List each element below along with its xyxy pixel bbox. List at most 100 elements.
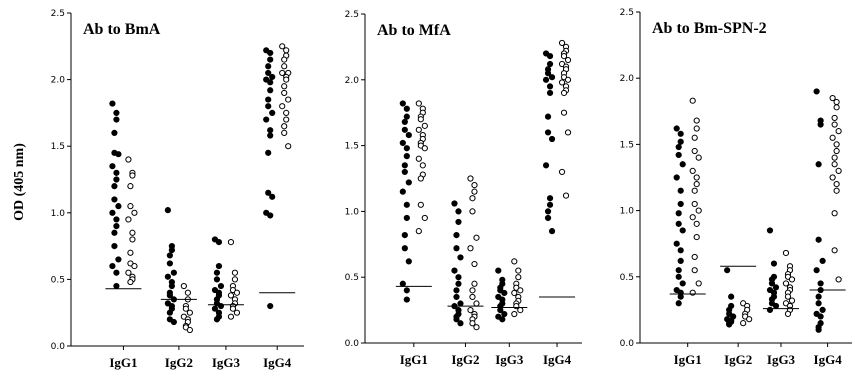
data-point-filled — [267, 127, 274, 134]
data-point-open — [473, 300, 480, 307]
data-point-filled — [403, 145, 410, 152]
data-point-open — [125, 269, 132, 276]
data-point-filled — [501, 310, 508, 318]
data-point-filled — [265, 149, 272, 156]
x-tick-label: IgG4 — [814, 352, 843, 367]
data-point-open — [833, 187, 840, 194]
data-point-filled — [403, 153, 410, 160]
data-point-open — [279, 69, 286, 77]
data-point-open — [469, 320, 476, 327]
data-point-filled — [766, 227, 774, 234]
data-point-filled — [111, 229, 118, 236]
data-point-filled — [113, 269, 120, 276]
data-point-open — [693, 233, 700, 241]
data-point-open — [229, 305, 237, 312]
data-point-filled — [217, 282, 225, 290]
data-point-open — [186, 309, 193, 316]
data-point-filled — [817, 280, 824, 287]
data-point-open — [831, 121, 838, 128]
data-point-filled — [815, 300, 822, 307]
y-tick-label: 0.5 — [51, 275, 65, 285]
data-point-open — [125, 216, 132, 223]
data-point-filled — [548, 74, 556, 81]
data-point-filled — [166, 260, 173, 267]
data-point-filled — [544, 70, 552, 77]
data-point-filled — [457, 320, 464, 327]
data-point-open — [689, 97, 696, 104]
data-point-filled — [405, 258, 412, 265]
data-point-filled — [109, 262, 116, 270]
data-point-open — [471, 280, 478, 287]
data-point-open — [467, 307, 474, 314]
data-point-open — [558, 39, 566, 47]
data-point-open — [129, 229, 136, 236]
data-point-open — [833, 141, 840, 148]
data-point-filled — [113, 116, 120, 123]
y-tick-label: 0.0 — [620, 339, 635, 349]
x-tick-label: IgG2 — [451, 352, 479, 367]
data-point-open — [788, 276, 796, 283]
y-tick-label: 2.5 — [51, 9, 65, 19]
data-point-open — [693, 181, 700, 188]
data-point-filled — [401, 118, 408, 126]
x-tick-label: IgG2 — [724, 352, 752, 367]
data-point-filled — [263, 116, 270, 123]
data-point-filled — [399, 139, 406, 147]
data-point-open — [562, 192, 570, 199]
x-tick-label: IgG3 — [495, 352, 524, 367]
data-point-open — [691, 147, 698, 155]
data-point-filled — [451, 200, 458, 207]
data-point-filled — [495, 267, 502, 274]
data-point-filled — [677, 200, 684, 208]
data-point-filled — [815, 326, 822, 333]
data-point-open — [784, 293, 792, 300]
data-point-filled — [675, 151, 682, 159]
data-point-open — [691, 267, 698, 274]
data-point-open — [558, 79, 566, 86]
data-point-open — [421, 122, 428, 129]
data-point-filled — [269, 193, 276, 200]
chart-panel: 0.0 0.5 1.0 1.5 2.0 2.5 Ab to MfA IgG1 IgG2 IgG3 I… — [345, 10, 582, 367]
data-point-filled — [542, 162, 550, 169]
data-point-open — [691, 187, 698, 194]
data-point-filled — [399, 188, 406, 195]
x-tick-label: IgG4 — [263, 355, 292, 370]
data-point-filled — [813, 88, 820, 95]
data-point-open — [560, 109, 568, 116]
data-point-filled — [455, 218, 462, 226]
data-point-filled — [546, 89, 554, 97]
y-tick-label: 1.5 — [51, 142, 65, 152]
data-point-filled — [215, 239, 223, 246]
data-point-filled — [109, 100, 116, 107]
data-point-filled — [115, 151, 122, 158]
data-point-filled — [724, 267, 731, 274]
y-tick-label: 2.0 — [620, 74, 635, 84]
data-point-filled — [453, 287, 460, 294]
data-point-open — [231, 276, 239, 283]
data-point-filled — [267, 132, 274, 139]
data-point-open — [281, 83, 288, 90]
data-point-open — [517, 307, 524, 314]
data-point-open — [831, 114, 838, 122]
data-point-open — [285, 96, 292, 103]
data-point-filled — [401, 245, 408, 252]
data-point-filled — [770, 260, 778, 267]
data-point-filled — [544, 113, 552, 120]
data-point-filled — [501, 289, 508, 297]
data-point-filled — [546, 83, 554, 90]
x-tick-label: IgG1 — [109, 355, 137, 370]
data-point-filled — [675, 267, 682, 274]
data-point-filled — [772, 284, 780, 291]
data-point-filled — [111, 243, 118, 250]
data-point-filled — [113, 223, 120, 230]
data-point-filled — [677, 257, 684, 265]
data-point-open — [829, 134, 836, 141]
data-point-filled — [166, 252, 173, 259]
data-point-open — [693, 125, 700, 132]
data-point-open — [695, 280, 702, 287]
data-point-open — [421, 214, 428, 222]
data-point-filled — [675, 273, 682, 280]
chart-title: Ab to Bm-SPN-2 — [652, 20, 767, 37]
data-point-filled — [269, 73, 276, 81]
